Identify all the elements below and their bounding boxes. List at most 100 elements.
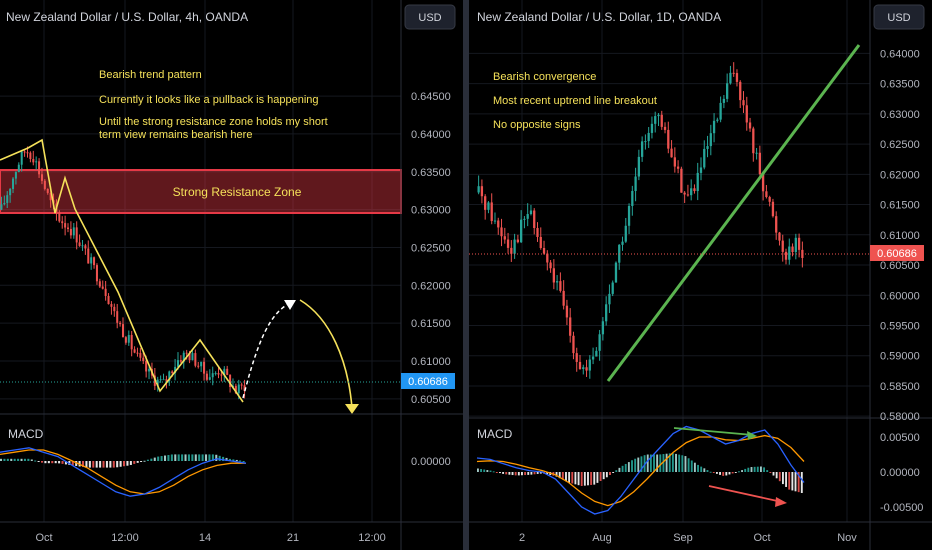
right-chart-svg[interactable]: Bearish convergence Most recent uptrend …	[469, 0, 932, 550]
price-tick-label: 0.60000	[880, 290, 920, 302]
candle-body	[127, 335, 130, 343]
price-tick-label: 0.63000	[880, 109, 920, 121]
histogram-bar	[30, 459, 33, 461]
currency-button[interactable]	[404, 4, 456, 30]
histogram-bar	[3, 458, 6, 461]
left-time-ticks: Oct 12:00 14 21 12:00	[35, 532, 385, 544]
candle-body	[644, 141, 647, 143]
resistance-zone	[0, 169, 402, 214]
histogram-bar	[160, 456, 163, 461]
candle-body	[78, 242, 81, 246]
histogram-bar	[34, 460, 37, 462]
candle-body	[683, 192, 686, 195]
histogram-bar	[0, 458, 3, 461]
histogram-bar	[54, 461, 57, 464]
candle-body	[46, 188, 49, 193]
histogram-bar	[167, 454, 170, 461]
candle-body	[168, 371, 171, 381]
candle-body	[647, 132, 650, 142]
candle-body	[686, 194, 690, 196]
histogram-bar	[205, 454, 208, 461]
price-tick-label: 0.64000	[411, 129, 451, 141]
candle-body	[162, 379, 165, 381]
candle-body	[188, 353, 191, 361]
candle-body	[119, 322, 122, 325]
histogram-bar	[643, 455, 646, 472]
candle-body	[191, 353, 194, 361]
candle-body	[650, 123, 654, 133]
candle-body	[696, 172, 699, 192]
candle-body	[179, 360, 182, 362]
candle-body	[145, 361, 148, 372]
histogram-bar	[568, 472, 571, 483]
candle-body	[585, 367, 588, 371]
right-last-price-value: 0.60686	[877, 248, 917, 260]
histogram-bar	[662, 454, 665, 472]
signal-line	[0, 449, 246, 495]
histogram-bar	[492, 471, 495, 473]
candle-body	[487, 202, 490, 210]
candle-body	[663, 126, 667, 130]
candle-body	[516, 239, 520, 243]
histogram-bar	[157, 456, 160, 461]
macd-divergence-line	[673, 427, 754, 436]
right-chart-title: New Zealand Dollar / U.S. Dollar, 1D, OA…	[477, 10, 721, 24]
candle-body	[552, 268, 555, 283]
candle-body	[32, 159, 35, 163]
histogram-divergence-arrowhead	[775, 497, 787, 507]
right-currency-button[interactable]	[873, 4, 925, 30]
histogram-bar	[634, 458, 637, 472]
candle-body	[608, 293, 611, 305]
left-chart-svg[interactable]: Strong Resistance Zone Bearish trend pat…	[0, 0, 463, 550]
candle-body	[237, 384, 240, 394]
candle-body	[38, 161, 41, 175]
histogram-bar	[624, 463, 627, 472]
currency-button-label[interactable]: USD	[418, 12, 441, 24]
wave-path	[0, 138, 244, 403]
price-tick-label: 0.63500	[880, 79, 920, 91]
histogram-bar	[109, 461, 112, 468]
histogram-bar	[778, 472, 781, 482]
histogram-bar	[242, 461, 245, 462]
right-currency-button-label[interactable]: USD	[887, 12, 910, 24]
candle-body	[95, 265, 98, 282]
candle-body	[197, 365, 200, 367]
candle-body	[217, 373, 220, 375]
left-price-ticks: 0.64500 0.64000 0.63500 0.63000 0.62500 0.620…	[411, 91, 451, 468]
candle-body	[752, 128, 755, 154]
histogram-bar	[27, 458, 30, 461]
histogram-bar	[618, 467, 621, 472]
histogram-bar	[112, 461, 115, 468]
candle-body	[588, 359, 591, 371]
candle-body	[211, 373, 214, 378]
panel-divider[interactable]	[463, 0, 469, 550]
candle-body	[575, 353, 578, 362]
candle-body	[758, 152, 761, 175]
candle-body	[176, 360, 180, 367]
histogram-bar	[741, 470, 744, 472]
candle-body	[712, 120, 716, 134]
candle-body	[477, 186, 480, 193]
candle-body	[742, 100, 745, 106]
histogram-bar	[480, 469, 483, 472]
histogram-bar	[769, 472, 772, 473]
candle-body	[75, 227, 78, 243]
candle-body	[624, 225, 627, 242]
right-chart-panel[interactable]: Bearish convergence Most recent uptrend …	[469, 0, 932, 550]
candle-body	[562, 290, 565, 306]
candle-body	[706, 146, 709, 149]
histogram-bar	[712, 472, 715, 473]
macd-tick-label: 0.00000	[880, 467, 920, 479]
left-chart-panel[interactable]: Strong Resistance Zone Bearish trend pat…	[0, 0, 463, 550]
candle-body	[690, 188, 693, 196]
candle-body	[778, 232, 781, 241]
candle-body	[559, 281, 562, 291]
macd-tick-label: -0.00500	[880, 502, 923, 514]
candle-body	[748, 122, 752, 129]
price-tick-label: 0.61000	[880, 230, 920, 242]
candle-body	[43, 180, 46, 189]
histogram-bar	[517, 472, 520, 476]
histogram-bar	[44, 461, 47, 464]
histogram-bar	[17, 458, 20, 461]
candle-body	[208, 377, 211, 380]
